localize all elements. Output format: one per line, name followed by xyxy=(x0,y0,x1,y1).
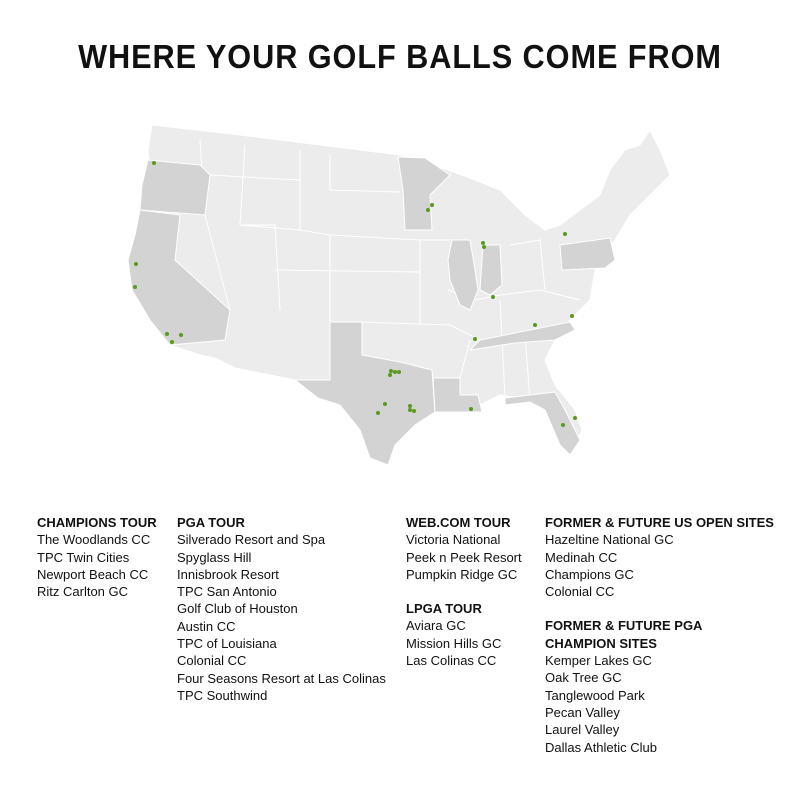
list-item: Austin CC xyxy=(177,618,236,634)
state-california xyxy=(127,209,231,346)
section-heading: LPGA TOUR xyxy=(406,601,482,617)
list-item: Colonial CC xyxy=(177,653,247,669)
state-indiana xyxy=(479,244,503,296)
golf-course-dot xyxy=(170,340,174,344)
state-tennessee xyxy=(468,321,576,351)
golf-course-dot xyxy=(533,323,537,327)
section-heading: PGA TOUR xyxy=(177,515,245,530)
section-heading: WEB.COM TOUR xyxy=(406,515,511,530)
list-item: Hazeltine National GC xyxy=(545,532,674,548)
list-item: TPC San Antonio xyxy=(177,584,277,600)
webcom-tour-list: WEB.COM TOUR Victoria National Peek n Pee… xyxy=(406,514,522,669)
pga-tour-list: PGA TOUR Silverado Resort and Spa Spyglas… xyxy=(177,514,386,704)
list-item: Laurel Valley xyxy=(545,722,620,738)
list-item: Innisbrook Resort xyxy=(177,566,279,582)
list-item: Pumpkin Ridge GC xyxy=(406,566,518,582)
golf-course-dot xyxy=(491,295,495,299)
state-louisiana xyxy=(432,377,483,413)
list-item: Newport Beach CC xyxy=(37,566,149,582)
golf-course-dot xyxy=(561,423,565,427)
us-open-sites-list: FORMER & FUTURE US OPEN SITES Hazeltine … xyxy=(545,514,774,756)
list-item: Dallas Athletic Club xyxy=(545,739,657,755)
golf-course-dot xyxy=(481,241,485,245)
golf-course-dot xyxy=(393,370,397,374)
golf-course-dot xyxy=(408,404,412,408)
list-item: Four Seasons Resort at Las Colinas xyxy=(177,670,386,686)
list-item: Mission Hills GC xyxy=(406,635,502,651)
golf-course-dot xyxy=(469,407,473,411)
list-item: Las Colinas CC xyxy=(406,653,497,669)
state-illinois xyxy=(447,239,479,311)
list-item: Golf Club of Houston xyxy=(177,601,298,617)
list-item: Pecan Valley xyxy=(545,704,620,720)
section-heading: FORMER & FUTURE US OPEN SITES xyxy=(545,515,774,530)
golf-course-dot xyxy=(473,337,477,341)
state-minnesota xyxy=(397,156,451,231)
golf-course-dot xyxy=(133,285,137,289)
golf-course-dot xyxy=(134,262,138,266)
list-item: Colonial CC xyxy=(545,584,615,600)
list-item: Champions GC xyxy=(545,566,634,582)
list-item: Silverado Resort and Spa xyxy=(177,532,326,548)
golf-course-dot xyxy=(376,411,380,415)
section-heading: CHAMPION SITES xyxy=(545,635,657,651)
list-item: TPC Southwind xyxy=(177,687,268,703)
list-item: TPC Twin Cities xyxy=(37,549,130,565)
golf-course-dot xyxy=(482,245,486,249)
golf-course-dot xyxy=(430,203,434,207)
list-item: The Woodlands CC xyxy=(37,532,151,548)
page-title: WHERE YOUR GOLF BALLS COME FROM xyxy=(78,38,722,75)
list-item: Ritz Carlton GC xyxy=(37,584,129,600)
list-item: Victoria National xyxy=(406,532,501,548)
golf-course-dot xyxy=(570,314,574,318)
golf-course-dot xyxy=(412,409,416,413)
golf-course-dot xyxy=(383,402,387,406)
golf-course-dot xyxy=(179,333,183,337)
golf-course-dot xyxy=(152,161,156,165)
list-item: Medinah CC xyxy=(545,549,618,565)
section-heading: FORMER & FUTURE PGA xyxy=(545,618,703,634)
golf-course-dot xyxy=(408,408,412,412)
list-item: TPC of Louisiana xyxy=(177,636,277,652)
state-oregon xyxy=(139,159,211,216)
list-item: Oak Tree GC xyxy=(545,670,622,686)
golf-course-dot xyxy=(563,232,567,236)
golf-course-dot xyxy=(388,373,392,377)
champions-tour-list: CHAMPIONS TOUR The Woodlands CC TPC Twin … xyxy=(37,514,157,600)
state-pennsylvania xyxy=(559,237,616,271)
golf-course-dot xyxy=(389,369,393,373)
state-texas xyxy=(293,321,436,466)
list-item: Spyglass Hill xyxy=(177,549,252,565)
us-map xyxy=(127,124,671,466)
list-item: Kemper Lakes GC xyxy=(545,653,652,669)
golf-course-dot xyxy=(573,416,577,420)
golf-course-dot xyxy=(397,370,401,374)
us-outline xyxy=(127,124,671,466)
list-item: Tanglewood Park xyxy=(545,687,645,703)
list-item: Peek n Peek Resort xyxy=(406,549,522,565)
section-heading: CHAMPIONS TOUR xyxy=(37,515,157,530)
state-florida xyxy=(504,391,581,456)
golf-course-dot xyxy=(426,208,430,212)
golf-course-dot xyxy=(165,332,169,336)
list-item: Aviara GC xyxy=(406,618,466,634)
